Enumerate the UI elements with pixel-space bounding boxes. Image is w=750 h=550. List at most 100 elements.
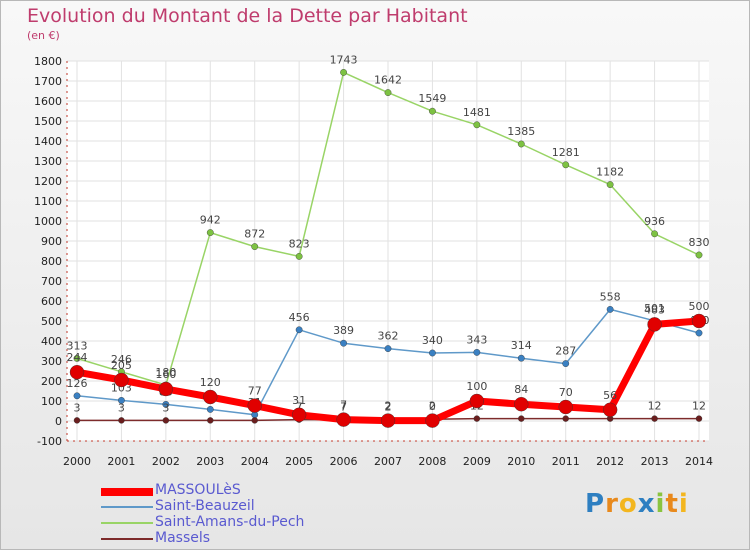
y-tick-label: 1200: [34, 175, 62, 188]
chart-title: Evolution du Montant de la Dette par Hab…: [27, 5, 468, 27]
data-point-massoul-s: [691, 313, 707, 329]
data-point-massels: [118, 417, 125, 424]
x-tick-label: 2014: [685, 455, 713, 468]
data-label-massoul-s: 120: [200, 376, 221, 389]
data-point-massoul-s: [291, 407, 307, 422]
data-label-saint-amans-du-pech: 830: [689, 236, 710, 249]
data-point-saint-beauzeil: [73, 392, 81, 400]
x-tick-label: 2002: [152, 455, 180, 468]
data-point-massels: [207, 417, 214, 424]
data-label-saint-amans-du-pech: 936: [644, 215, 665, 228]
data-label-massoul-s: 31: [292, 394, 306, 407]
data-label-massoul-s: 2: [385, 400, 392, 413]
data-label-massels: 2: [385, 401, 392, 414]
data-label-massoul-s: 160: [155, 368, 176, 381]
data-point-saint-beauzeil: [206, 405, 214, 413]
data-point-saint-amans-du-pech: [695, 251, 703, 259]
data-point-massels: [562, 415, 569, 422]
data-point-saint-beauzeil: [295, 326, 303, 334]
y-tick-label: 1400: [34, 135, 62, 148]
legend-swatch-massels: [101, 538, 153, 540]
legend-swatch-saint-beauzeil: [101, 506, 153, 508]
data-point-saint-amans-du-pech: [73, 354, 81, 362]
data-point-saint-amans-du-pech: [295, 252, 303, 260]
data-point-saint-amans-du-pech: [429, 107, 436, 115]
data-label-massels: 12: [692, 400, 706, 413]
data-point-massoul-s: [558, 399, 573, 415]
data-label-massels: 3: [162, 401, 169, 414]
x-tick-label: 2011: [552, 455, 580, 468]
y-tick-label: 1600: [34, 95, 62, 108]
x-tick-label: 2008: [418, 455, 446, 468]
proxiti-logo[interactable]: Proxiti: [585, 489, 689, 519]
data-point-massels: [695, 415, 703, 422]
data-point-massels: [473, 415, 481, 422]
y-tick-label: 100: [41, 395, 62, 408]
y-tick-label: 600: [41, 295, 62, 308]
data-label-massoul-s: 56: [603, 389, 617, 402]
data-point-massels: [162, 417, 170, 424]
data-label-massoul-s: 7: [340, 399, 347, 412]
data-label-massoul-s: 2: [429, 400, 436, 413]
data-point-massels: [73, 417, 81, 424]
data-point-massoul-s: [602, 402, 618, 417]
x-tick-label: 2012: [596, 455, 624, 468]
data-label-massels: 7: [296, 401, 303, 414]
data-point-saint-amans-du-pech: [340, 69, 347, 76]
data-label-saint-amans-du-pech: 1385: [507, 125, 535, 138]
y-tick-label: 900: [41, 235, 62, 248]
legend-swatch-saint-amans-du-pech: [101, 522, 153, 524]
data-label-saint-beauzeil: 287: [555, 345, 576, 358]
data-label-massoul-s: 100: [466, 380, 487, 393]
data-point-saint-amans-du-pech: [562, 161, 570, 169]
data-label-massoul-s: 77: [248, 385, 262, 398]
legend-label-massoules: MASSOULèS: [155, 482, 241, 498]
y-tick-label: 1700: [34, 75, 62, 88]
data-point-massoul-s: [380, 413, 396, 428]
data-label-massels: 7: [340, 401, 347, 414]
y-tick-label: 400: [41, 335, 62, 348]
data-point-massoul-s: [203, 389, 218, 405]
data-label-saint-beauzeil: 126: [67, 377, 88, 390]
x-tick-label: 2000: [63, 455, 91, 468]
legend-label-massels: Massels: [155, 530, 211, 546]
data-label-saint-amans-du-pech: 872: [244, 228, 265, 241]
data-label-saint-beauzeil: 314: [511, 339, 532, 352]
data-label-saint-beauzeil: 362: [378, 330, 399, 343]
data-label-massoul-s: 483: [644, 303, 665, 316]
data-point-saint-beauzeil: [695, 329, 703, 337]
data-point-massoul-s: [514, 397, 529, 412]
data-point-massoul-s: [69, 365, 85, 380]
data-label-saint-amans-du-pech: 313: [67, 339, 88, 352]
data-label-massels: 3: [74, 401, 81, 414]
data-label-massels: 12: [648, 400, 662, 413]
data-point-massels: [651, 415, 658, 422]
x-tick-label: 2004: [241, 455, 269, 468]
data-point-massoul-s: [247, 398, 262, 413]
data-point-saint-beauzeil: [118, 396, 125, 404]
data-point-massoul-s: [158, 381, 174, 397]
data-point-saint-amans-du-pech: [251, 243, 259, 251]
data-label-saint-amans-du-pech: 823: [289, 237, 310, 250]
y-tick-label: 1100: [34, 195, 62, 208]
data-label-saint-amans-du-pech: 1549: [418, 92, 446, 105]
y-tick-label: -100: [37, 435, 62, 448]
data-point-saint-amans-du-pech: [606, 181, 614, 189]
data-point-saint-amans-du-pech: [384, 89, 392, 97]
data-point-saint-beauzeil: [384, 345, 392, 352]
x-tick-label: 2001: [107, 455, 135, 468]
data-label-saint-beauzeil: 389: [333, 324, 354, 337]
data-label-saint-amans-du-pech: 1642: [374, 74, 402, 87]
data-label-massoul-s: 205: [111, 359, 132, 372]
legend-swatch-massoules: [101, 488, 153, 496]
data-label-massoul-s: 84: [514, 383, 528, 396]
data-point-saint-beauzeil: [429, 349, 436, 357]
data-label-saint-beauzeil: 456: [289, 311, 310, 324]
data-label-massels: 3: [118, 401, 125, 414]
series-saint-beauzeil: 1261038358314563893623403433142875585014…: [67, 290, 710, 419]
data-point-massoul-s: [336, 412, 351, 427]
data-point-massels: [251, 417, 258, 424]
data-label-saint-amans-du-pech: 942: [200, 214, 221, 227]
data-label-saint-beauzeil: 340: [422, 334, 443, 347]
data-label-saint-amans-du-pech: 246: [111, 353, 132, 366]
